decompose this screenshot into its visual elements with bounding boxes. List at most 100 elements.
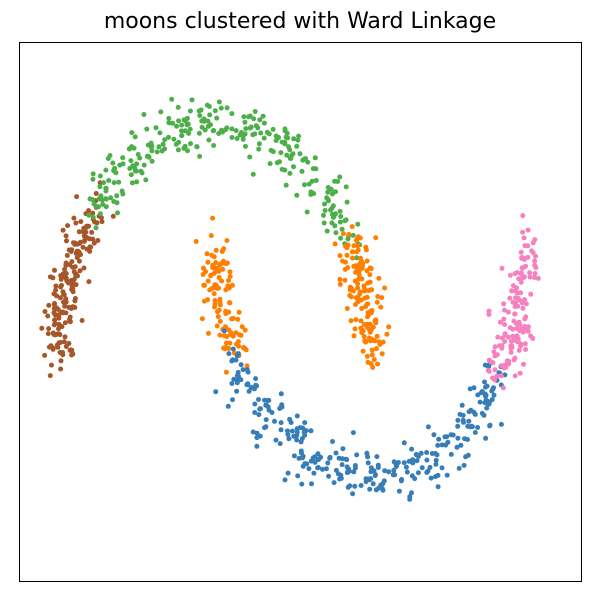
scatter-point (379, 295, 385, 301)
scatter-point (213, 389, 219, 395)
scatter-point (219, 278, 225, 284)
scatter-point (376, 275, 382, 281)
scatter-point (501, 301, 507, 307)
scatter-point (196, 108, 202, 114)
scatter-point (529, 248, 535, 254)
scatter-point (344, 252, 350, 258)
scatter-point (244, 363, 250, 369)
scatter-point (187, 108, 193, 114)
scatter-point (171, 136, 177, 142)
scatter-point (523, 347, 529, 352)
scatter-point (263, 417, 269, 423)
scatter-point (175, 104, 181, 110)
scatter-point (325, 189, 331, 195)
scatter-point (424, 470, 430, 475)
scatter-point (333, 230, 339, 236)
scatter-point (224, 125, 230, 131)
scatter-point (189, 97, 195, 103)
scatter-point (256, 141, 262, 147)
scatter-point (520, 265, 526, 271)
scatter-point (508, 345, 514, 351)
scatter-point (208, 272, 214, 278)
scatter-point (90, 197, 96, 203)
scatter-point (78, 239, 84, 245)
scatter-point (481, 412, 487, 418)
scatter-point (337, 276, 343, 282)
scatter-point (492, 353, 498, 359)
scatter-point (403, 464, 409, 470)
scatter-point (340, 446, 346, 452)
scatter-point (221, 246, 227, 252)
scatter-point (249, 385, 255, 391)
scatter-point (419, 465, 425, 471)
scatter-point (114, 193, 120, 199)
scatter-point (46, 326, 52, 332)
scatter-point (289, 152, 295, 158)
scatter-point (205, 278, 211, 284)
scatter-point (310, 166, 316, 172)
scatter-point (359, 306, 365, 311)
scatter-point (455, 435, 461, 441)
scatter-point (489, 397, 495, 403)
scatter-point (512, 271, 518, 277)
scatter-point (127, 166, 133, 171)
scatter-point (350, 255, 355, 261)
scatter-point (326, 473, 332, 479)
scatter-point (90, 214, 96, 220)
scatter-point (455, 417, 461, 423)
scatter-point (355, 243, 361, 249)
scatter-point (181, 117, 187, 123)
scatter-point (236, 309, 242, 315)
scatter-point (149, 158, 155, 164)
scatter-point (468, 407, 474, 413)
scatter-point (429, 451, 435, 456)
scatter-point (297, 425, 303, 431)
scatter-point (120, 161, 126, 167)
scatter-point (226, 351, 232, 357)
scatter-point (93, 191, 99, 196)
scatter-point (197, 113, 203, 119)
scatter-point (322, 208, 328, 213)
scatter-point (337, 253, 343, 259)
scatter-point (77, 268, 83, 274)
scatter-point (512, 355, 518, 361)
scatter-point (224, 238, 230, 243)
scatter-point (206, 330, 211, 336)
scatter-point (514, 333, 520, 339)
scatter-point (424, 457, 430, 463)
scatter-point (108, 195, 114, 201)
scatter-point (369, 352, 375, 358)
scatter-point (521, 274, 527, 280)
scatter-point (469, 423, 474, 429)
scatter-point (498, 363, 504, 369)
scatter-point (371, 357, 377, 363)
scatter-point (533, 265, 539, 271)
scatter-point (223, 369, 229, 375)
scatter-point (358, 483, 364, 488)
scatter-point (350, 430, 356, 436)
scatter-point (365, 460, 371, 466)
scatter-point (278, 420, 284, 426)
scatter-point (465, 437, 470, 442)
scatter-point (73, 282, 79, 288)
scatter-point (110, 160, 116, 166)
scatter-point (346, 468, 352, 474)
scatter-point (134, 179, 140, 185)
scatter-point (501, 316, 507, 322)
scatter-point (187, 126, 193, 132)
scatter-point (129, 180, 135, 186)
scatter-point (498, 421, 504, 427)
scatter-point (349, 249, 355, 255)
scatter-point (491, 392, 497, 398)
scatter-point (160, 141, 166, 147)
scatter-point (277, 441, 283, 447)
scatter-point (367, 321, 373, 327)
scatter-point (70, 279, 76, 285)
scatter-point (522, 326, 528, 332)
scatter-point (186, 130, 192, 136)
scatter-point (267, 161, 273, 167)
scatter-point (347, 483, 353, 489)
scatter-point (374, 454, 380, 460)
scatter-point (327, 455, 333, 461)
scatter-point (270, 126, 276, 132)
